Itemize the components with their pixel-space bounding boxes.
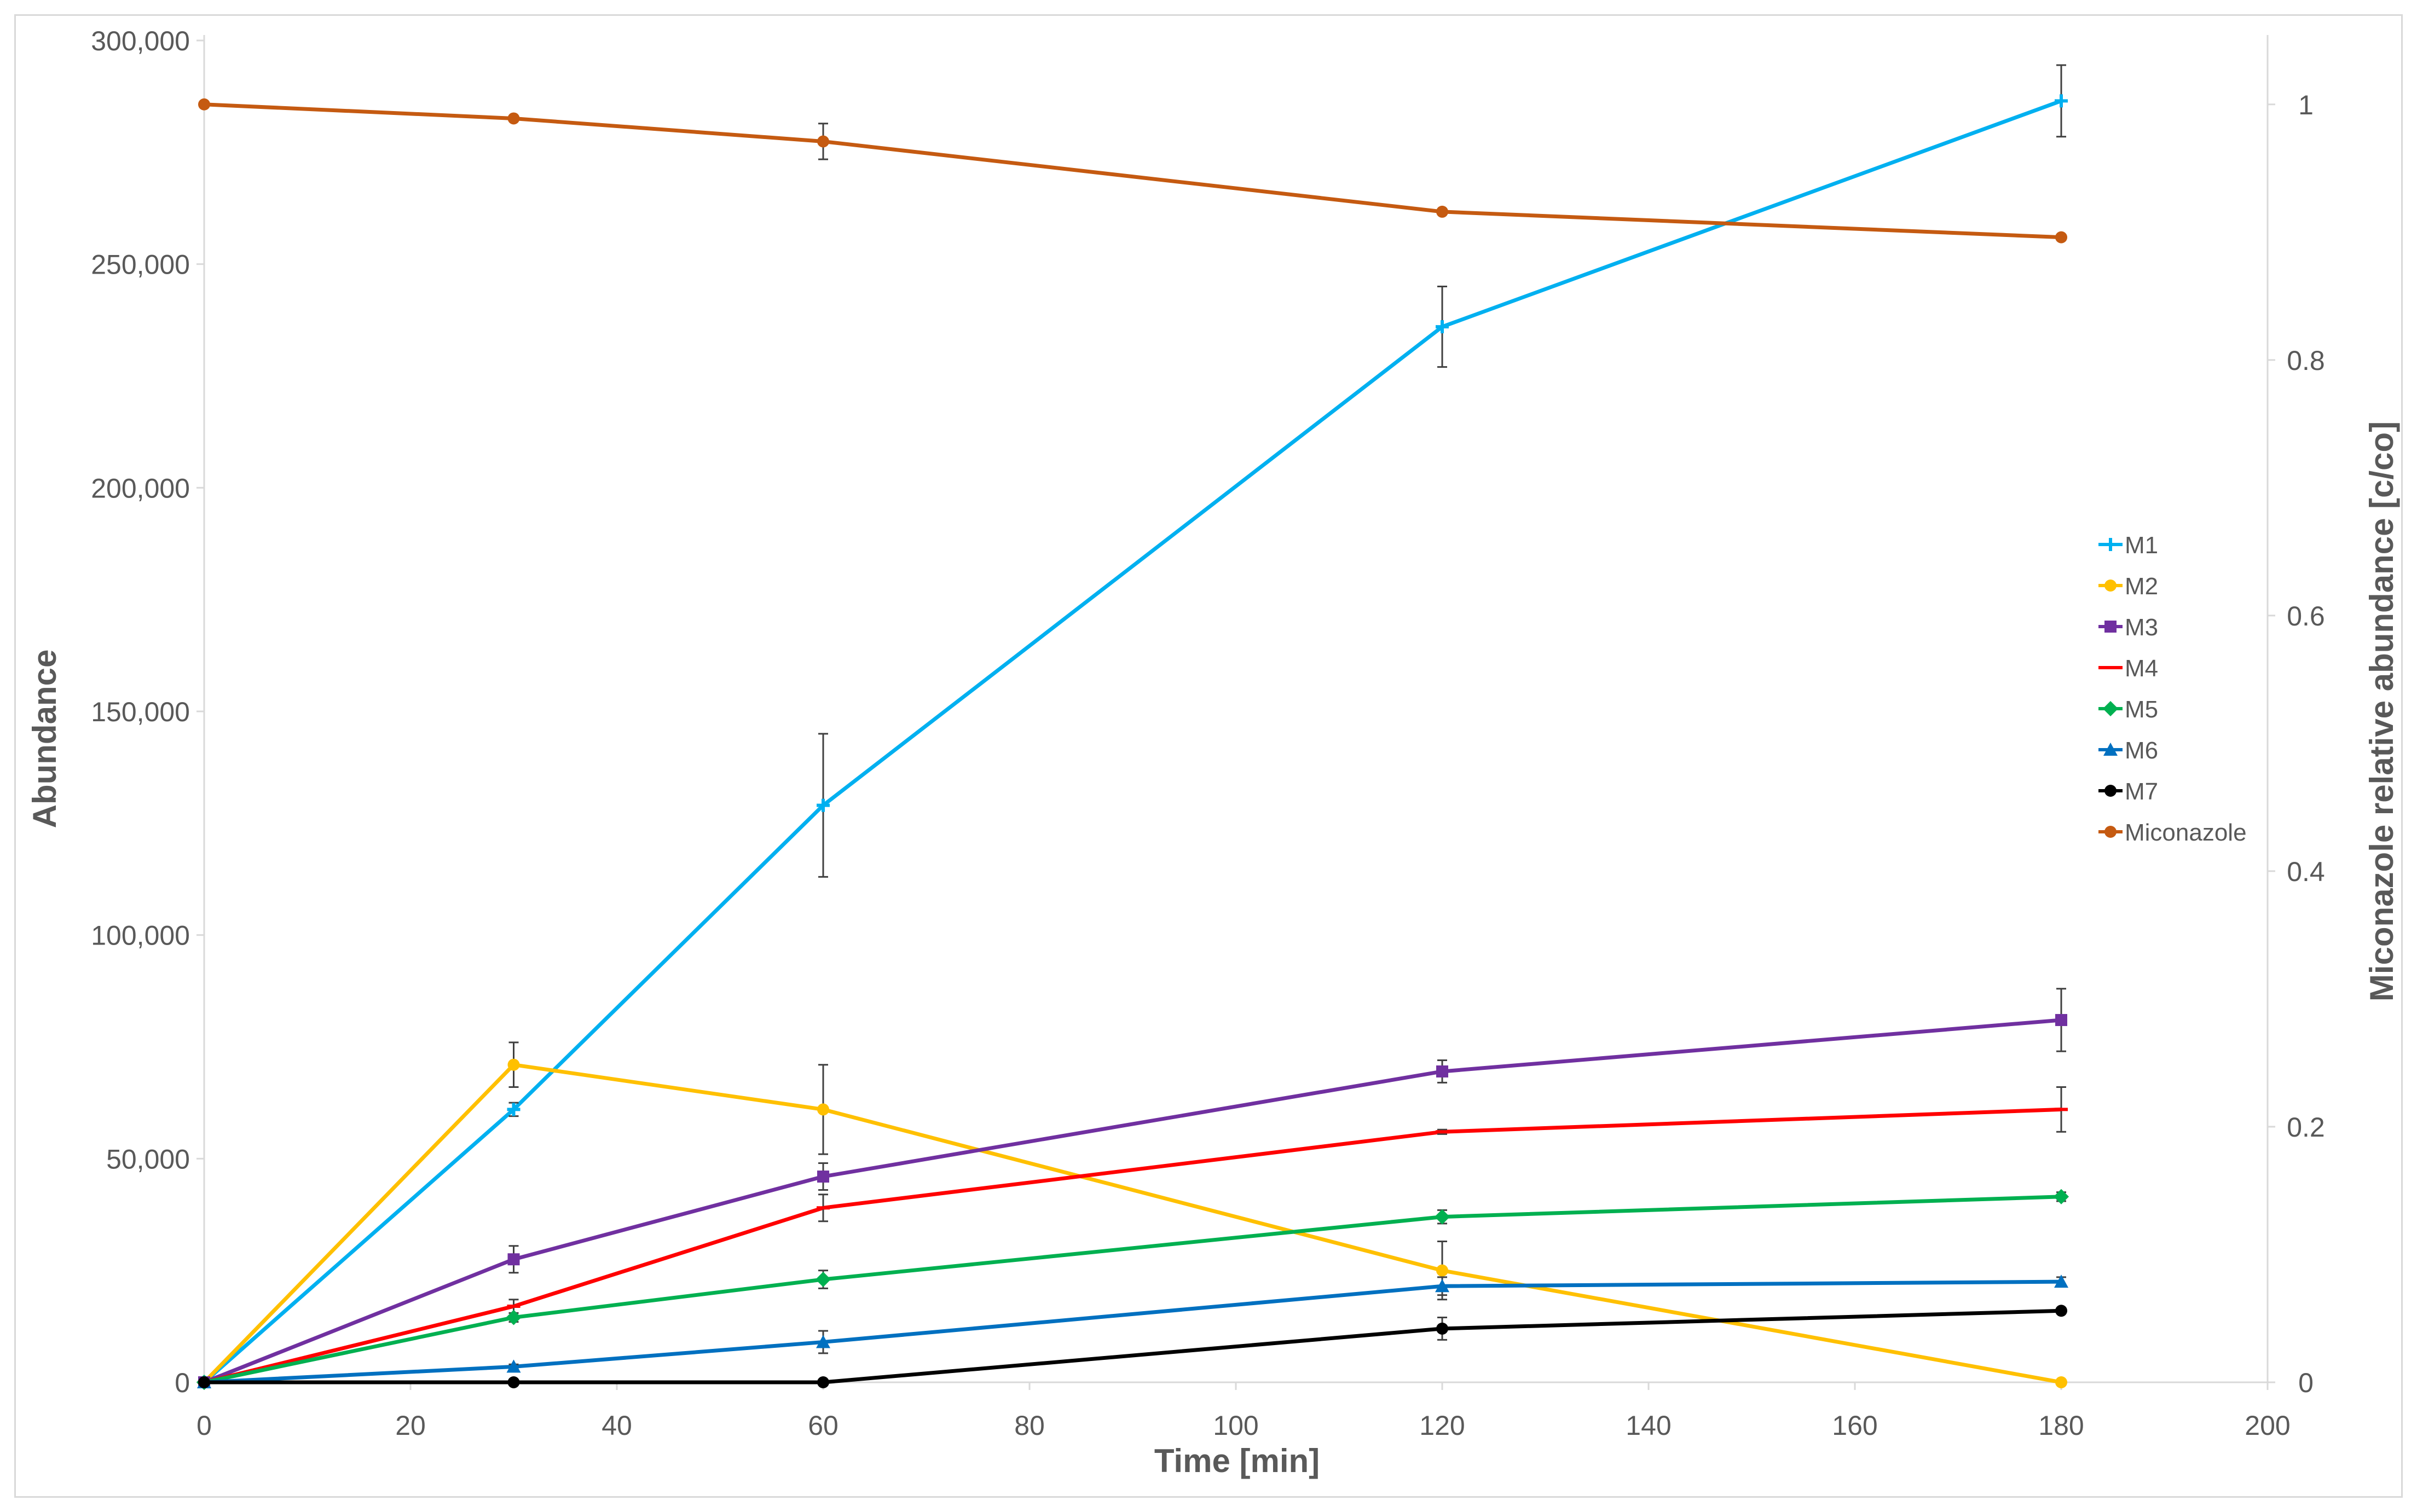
y2-tick-label: 0.6 — [2287, 601, 2325, 632]
legend: M1 M2 M3 M4 M5 M6 M7 Miconazole — [2098, 532, 2247, 846]
y-tick-label: 50,000 — [106, 1144, 190, 1174]
data-point — [507, 112, 520, 125]
legend-label: M1 — [2125, 532, 2158, 559]
axes: 0 20 40 60 80 100 120 140 160 180 200 0 50,000 100,00… — [91, 26, 2325, 1441]
legend-item-m5: M5 — [2098, 696, 2158, 723]
chart-frame — [14, 14, 2403, 1498]
y2-tick-label: 0.4 — [2287, 856, 2325, 887]
legend-marker — [2103, 701, 2118, 716]
x-tick-label: 80 — [1014, 1410, 1045, 1441]
data-point — [198, 1376, 210, 1388]
data-point — [1435, 1209, 1450, 1225]
y2-tick-label: 1 — [2298, 90, 2314, 120]
data-point — [1435, 1279, 1449, 1293]
series-line — [203, 1018, 2062, 1384]
x-tick-label: 20 — [395, 1410, 426, 1441]
data-point — [506, 1310, 522, 1325]
legend-item-m7: M7 — [2098, 778, 2158, 805]
data-point — [817, 1376, 829, 1388]
data-point — [198, 98, 210, 111]
data-point — [2054, 1275, 2068, 1288]
legend-marker — [2104, 538, 2117, 551]
legend-label: M6 — [2125, 737, 2158, 764]
x-tick-label: 60 — [808, 1410, 839, 1441]
x-tick-label: 120 — [1419, 1410, 1465, 1441]
x-tick-label: 180 — [2038, 1410, 2084, 1441]
x-tick-label: 200 — [2245, 1410, 2290, 1441]
data-point — [1436, 320, 1449, 334]
legend-marker — [2104, 621, 2117, 633]
y2-axis-title: Miconazole relative abundance [c/co] — [2363, 421, 2400, 1001]
legend-item-m6: M6 — [2098, 737, 2158, 764]
data-point — [507, 1376, 520, 1388]
legend-label: M3 — [2125, 614, 2158, 641]
legend-item-miconazole: Miconazole — [2098, 819, 2247, 846]
x-tick-label: 40 — [602, 1410, 632, 1441]
y2-tick-label: 0.8 — [2287, 345, 2325, 376]
legend-marker — [2103, 743, 2118, 756]
y-tick-label: 300,000 — [91, 26, 190, 56]
legend-marker — [2104, 785, 2117, 797]
legend-item-m1: M1 — [2098, 532, 2158, 559]
legend-label: Miconazole — [2125, 819, 2247, 846]
legend-label: M4 — [2125, 655, 2158, 682]
data-point — [507, 1253, 520, 1266]
legend-label: M5 — [2125, 696, 2158, 723]
y-tick-label: 200,000 — [91, 473, 190, 503]
data-point — [2055, 1376, 2067, 1388]
y-tick-label: 150,000 — [91, 697, 190, 727]
data-point — [1436, 1264, 1448, 1277]
data-point — [817, 135, 829, 148]
data-point — [816, 1335, 830, 1348]
x-tick-label: 100 — [1213, 1410, 1258, 1441]
legend-marker — [2104, 580, 2117, 592]
series-m4 — [198, 1086, 2068, 1384]
y-axis-title: Abundance — [26, 650, 63, 829]
y-tick-label: 100,000 — [91, 920, 190, 951]
data-point — [1436, 205, 1448, 218]
data-point — [816, 1272, 831, 1288]
legend-item-m2: M2 — [2098, 573, 2158, 600]
data-point — [2055, 94, 2068, 108]
y-tick-label: 250,000 — [91, 250, 190, 280]
y-tick-label: 0 — [175, 1368, 190, 1398]
legend-marker — [2104, 826, 2117, 838]
series-line — [204, 102, 2062, 240]
x-tick-label: 160 — [1832, 1410, 1877, 1441]
series-line — [204, 1107, 2062, 1384]
data-point — [817, 798, 830, 812]
data-point — [507, 1103, 521, 1116]
legend-label: M7 — [2125, 778, 2158, 805]
x-axis-title: Time [min] — [1154, 1443, 1320, 1479]
legend-item-m3: M3 — [2098, 614, 2158, 641]
series-line — [204, 1308, 2062, 1384]
data-point — [2055, 231, 2067, 244]
series-miconazole — [198, 98, 2067, 244]
data-point — [506, 1359, 521, 1373]
series-layer — [196, 64, 2069, 1390]
series-m5 — [196, 1189, 2069, 1390]
data-point — [1436, 1065, 1448, 1077]
data-point — [2054, 1189, 2069, 1204]
series-m7 — [198, 1305, 2067, 1388]
y2-tick-label: 0.2 — [2287, 1112, 2325, 1143]
data-point — [507, 1058, 520, 1071]
data-point — [817, 1171, 829, 1183]
data-point — [1436, 1322, 1448, 1335]
data-point — [817, 1103, 829, 1116]
y2-tick-label: 0 — [2298, 1368, 2314, 1398]
x-tick-label: 140 — [1626, 1410, 1671, 1441]
x-tick-label: 0 — [196, 1410, 212, 1441]
series-m2 — [198, 1041, 2067, 1388]
legend-item-m4: M4 — [2098, 655, 2158, 682]
series-line — [203, 1063, 2062, 1384]
data-point — [2055, 1013, 2067, 1026]
data-point — [2055, 1305, 2067, 1317]
legend-label: M2 — [2125, 573, 2158, 600]
